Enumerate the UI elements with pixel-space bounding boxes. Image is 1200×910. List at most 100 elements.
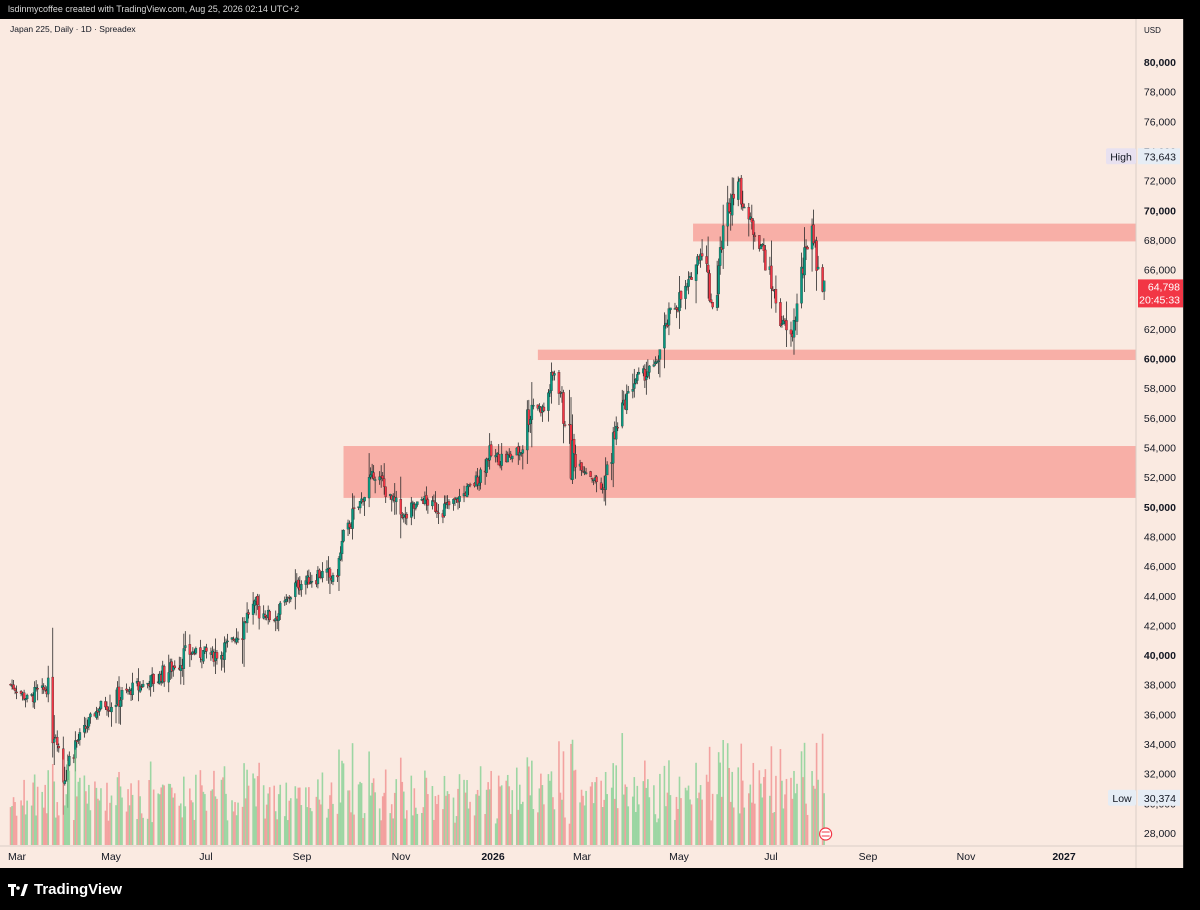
volume-bar xyxy=(211,789,214,845)
volume-bar xyxy=(172,797,175,845)
candle-body xyxy=(278,602,282,615)
candle-body xyxy=(548,390,552,394)
volume-bar xyxy=(24,814,27,845)
candle-body xyxy=(658,349,662,360)
candle-body xyxy=(521,449,525,454)
volume-bar xyxy=(23,779,25,845)
volume-bar xyxy=(190,800,193,845)
candle-body xyxy=(373,479,377,481)
volume-bar xyxy=(130,783,132,845)
volume-bar xyxy=(769,795,771,845)
volume-bar xyxy=(347,790,349,845)
volume-bar xyxy=(717,752,720,845)
volume-bar xyxy=(484,814,486,845)
volume-bar xyxy=(677,808,679,845)
candle-body xyxy=(232,638,235,640)
volume-bar xyxy=(469,801,471,845)
volume-bar xyxy=(741,780,744,845)
candle-body xyxy=(378,476,381,481)
volume-bar xyxy=(148,780,150,845)
volume-bar xyxy=(434,796,437,845)
volume-bar xyxy=(455,816,458,845)
volume-bar xyxy=(178,805,181,845)
candle-body xyxy=(369,474,372,478)
volume-bar xyxy=(273,785,276,845)
volume-bar xyxy=(705,774,708,845)
candle-body xyxy=(467,484,470,487)
candle-body xyxy=(340,540,344,555)
volume-bar xyxy=(315,796,318,845)
candle-body xyxy=(309,582,312,584)
volume-bar xyxy=(656,822,658,845)
candlestick-chart[interactable]: Japan 225, Daily · 1D · Spreadex USD 28,00… xyxy=(0,19,1183,868)
volume-bar xyxy=(427,794,429,845)
candle-body xyxy=(721,225,725,249)
volume-bar xyxy=(300,805,303,845)
volume-bar xyxy=(15,815,18,845)
volume-bar xyxy=(360,783,363,845)
volume-bar xyxy=(107,820,110,845)
volume-bar xyxy=(781,780,783,845)
volume-bar xyxy=(128,805,131,845)
candle-body xyxy=(56,736,59,745)
volume-bar xyxy=(529,795,532,845)
volume-bar xyxy=(613,798,616,845)
candle-body xyxy=(367,477,371,499)
volume-bar xyxy=(399,757,402,845)
volume-bar xyxy=(561,799,563,845)
candle-body xyxy=(500,453,503,466)
high-value-box xyxy=(1138,148,1180,165)
volume-bar xyxy=(318,799,321,845)
volume-bar xyxy=(571,739,574,845)
volume-bar xyxy=(505,780,508,845)
volume-bar xyxy=(299,787,301,845)
volume-bar xyxy=(73,820,75,845)
candle-body xyxy=(584,472,588,474)
candle-body xyxy=(727,202,731,212)
volume-bar xyxy=(612,763,614,845)
volume-bar xyxy=(20,800,22,845)
volume-bar xyxy=(517,809,520,845)
volume-bar xyxy=(751,802,753,845)
candle-body xyxy=(337,557,341,576)
volume-bar xyxy=(320,804,322,845)
volume-bar xyxy=(443,775,446,845)
volume-bar xyxy=(690,804,693,845)
candle-body xyxy=(43,688,47,691)
volume-bar xyxy=(371,782,373,845)
candle-body xyxy=(506,454,509,463)
high-label-text: High xyxy=(1110,151,1132,163)
candle-body xyxy=(399,499,403,515)
candle-body xyxy=(715,295,719,308)
candle-body xyxy=(251,603,255,615)
candle-body xyxy=(40,685,44,688)
candle-body xyxy=(236,638,240,640)
volume-bar xyxy=(311,811,313,845)
volume-bar xyxy=(466,780,468,845)
volume-bar xyxy=(41,791,43,845)
volume-bar xyxy=(622,794,625,845)
volume-bar xyxy=(214,796,217,845)
volume-bar xyxy=(262,785,265,845)
volume-bar xyxy=(779,748,782,845)
volume-bar xyxy=(372,778,375,845)
candle-body xyxy=(263,614,267,617)
candle-body xyxy=(226,640,229,643)
candle-body xyxy=(648,365,651,373)
y-tick-label: 76,000 xyxy=(1144,116,1176,128)
candle-body xyxy=(33,687,36,703)
volume-bar xyxy=(104,810,107,845)
volume-bar xyxy=(648,797,651,845)
volume-bar xyxy=(204,794,206,845)
candle-body xyxy=(110,706,113,713)
volume-bar xyxy=(392,818,395,845)
candle-body xyxy=(46,677,50,695)
volume-bar xyxy=(740,743,743,845)
volume-bar xyxy=(806,814,809,845)
candle-body xyxy=(117,686,121,707)
candle-body xyxy=(574,454,577,468)
volume-bar xyxy=(761,797,764,845)
tradingview-logo[interactable]: TradingView xyxy=(8,881,122,898)
volume-bar xyxy=(490,770,492,845)
chart-frame[interactable]: Japan 225, Daily · 1D · Spreadex USD 28,00… xyxy=(0,19,1184,868)
